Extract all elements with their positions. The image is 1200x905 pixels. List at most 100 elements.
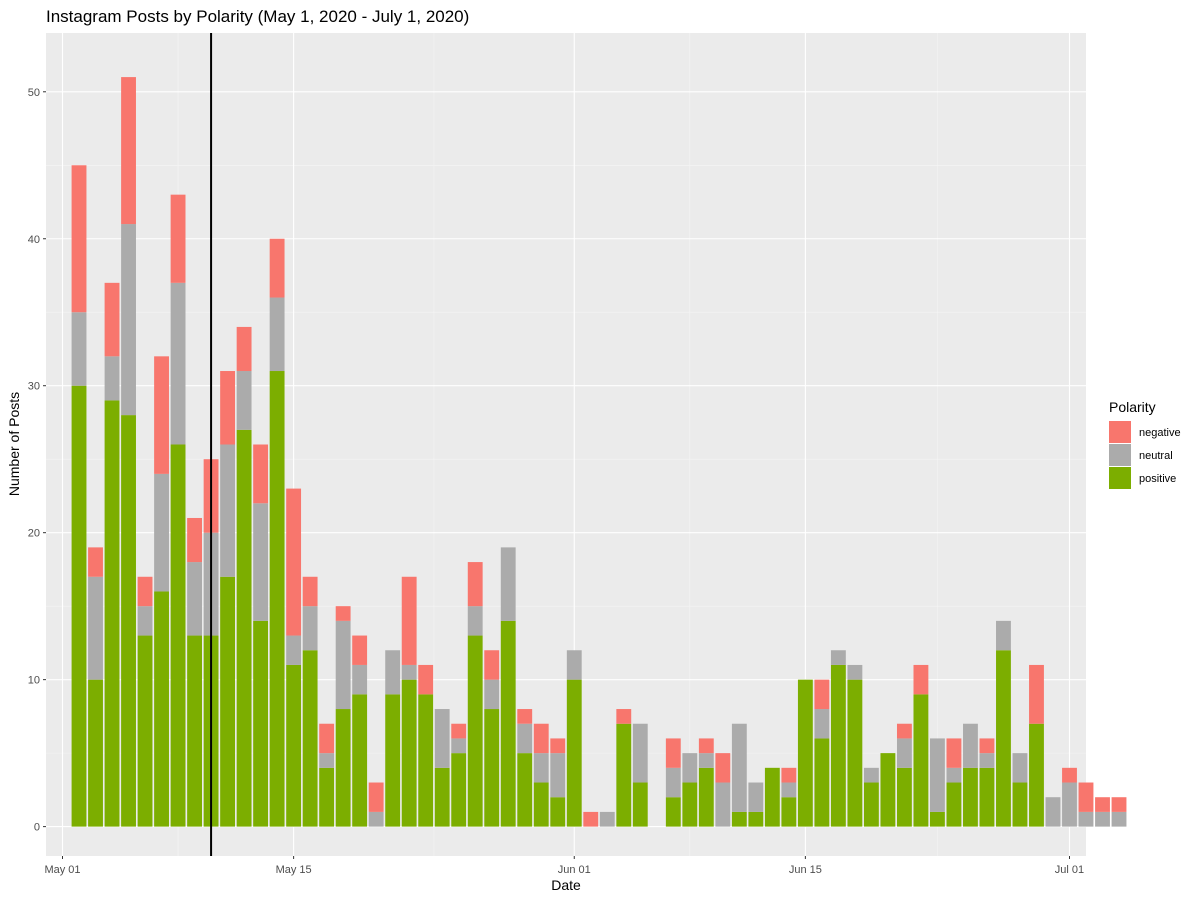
- bar-positive: [863, 782, 879, 827]
- bar-positive: [550, 797, 566, 827]
- bar-positive: [170, 444, 186, 827]
- bar-positive: [418, 694, 434, 827]
- x-tick-label: Jul 01: [1055, 864, 1084, 876]
- bar-neutral: [1078, 811, 1094, 827]
- bar-negative: [154, 356, 169, 474]
- bar-neutral: [220, 444, 236, 577]
- bar-neutral: [451, 738, 467, 754]
- bar-neutral: [698, 753, 714, 768]
- y-axis-title: Number of Posts: [6, 392, 22, 496]
- bar-negative: [913, 664, 929, 695]
- bar-negative: [467, 562, 483, 607]
- bar-positive: [880, 753, 896, 827]
- bar-neutral: [319, 753, 335, 768]
- bar-neutral: [71, 312, 87, 386]
- y-tick-label: 50: [28, 87, 40, 99]
- bar-negative: [1078, 782, 1094, 812]
- bar-neutral: [731, 723, 747, 812]
- bar-positive: [385, 694, 401, 827]
- bar-neutral: [632, 723, 648, 783]
- bar-neutral: [88, 576, 103, 680]
- bar-neutral: [533, 753, 549, 783]
- bar-positive: [302, 650, 318, 827]
- bar-neutral: [137, 606, 153, 636]
- bar-negative: [302, 576, 318, 607]
- bar-negative: [121, 77, 136, 225]
- bar-neutral: [401, 664, 417, 680]
- bar-positive: [814, 738, 830, 827]
- bar-neutral: [385, 650, 401, 695]
- bar-negative: [170, 194, 186, 283]
- bar-neutral: [996, 620, 1011, 651]
- bar-positive: [847, 679, 863, 827]
- bar-neutral: [517, 723, 533, 754]
- bar-positive: [979, 767, 995, 827]
- bar-neutral: [550, 753, 566, 798]
- bar-neutral: [352, 664, 368, 695]
- bar-negative: [269, 238, 285, 298]
- bar-positive: [319, 767, 335, 827]
- bar-neutral: [154, 473, 169, 592]
- bar-negative: [236, 326, 252, 372]
- bar-neutral: [1111, 811, 1127, 827]
- bar-neutral: [979, 753, 995, 768]
- x-tick-label: Jun 01: [558, 864, 591, 876]
- bar-neutral: [236, 371, 252, 430]
- bar-positive: [963, 767, 978, 827]
- bar-negative: [517, 709, 533, 724]
- bar-neutral: [170, 282, 186, 445]
- bar-negative: [335, 606, 351, 621]
- bar-negative: [583, 811, 599, 827]
- bar-neutral: [302, 606, 318, 651]
- x-axis-title: Date: [551, 877, 581, 893]
- bar-neutral: [187, 562, 202, 636]
- bar-neutral: [467, 606, 483, 636]
- bar-negative: [137, 576, 153, 607]
- y-tick-label: 30: [28, 381, 40, 393]
- bar-neutral: [814, 709, 830, 739]
- bar-negative: [946, 738, 962, 768]
- bar-positive: [434, 767, 450, 827]
- bar-negative: [484, 650, 500, 680]
- bar-neutral: [682, 753, 698, 783]
- bar-positive: [1012, 782, 1028, 827]
- bar-positive: [781, 797, 797, 827]
- bar-positive: [335, 709, 351, 827]
- bar-negative: [71, 165, 87, 313]
- bar-negative: [1062, 767, 1077, 783]
- chart-title: Instagram Posts by Polarity (May 1, 2020…: [46, 7, 469, 26]
- bar-neutral: [566, 650, 582, 680]
- bar-negative: [781, 767, 797, 783]
- bar-positive: [104, 400, 120, 827]
- bar-negative: [698, 738, 714, 754]
- bar-neutral: [847, 664, 863, 680]
- bar-negative: [533, 723, 549, 754]
- bar-positive: [913, 694, 929, 827]
- bar-negative: [88, 547, 103, 577]
- bar-positive: [698, 767, 714, 827]
- bar-positive: [896, 767, 912, 827]
- y-tick-label: 20: [28, 528, 40, 540]
- bar-positive: [1029, 723, 1044, 827]
- bar-neutral: [1095, 811, 1110, 827]
- bar-neutral: [269, 297, 285, 372]
- bar-positive: [665, 797, 681, 827]
- plot-panel: [46, 33, 1086, 856]
- bar-negative: [451, 723, 467, 739]
- legend-label-neutral: neutral: [1139, 450, 1173, 462]
- bar-positive: [517, 753, 533, 827]
- bar-positive: [484, 709, 500, 827]
- bar-neutral: [1045, 797, 1061, 827]
- bar-negative: [1095, 797, 1110, 812]
- bar-negative: [319, 723, 335, 754]
- bar-positive: [830, 664, 846, 827]
- bar-negative: [715, 753, 731, 783]
- bar-positive: [566, 679, 582, 827]
- bar-positive: [71, 385, 87, 827]
- bar-negative: [979, 738, 995, 754]
- bar-positive: [137, 635, 153, 827]
- bar-negative: [368, 782, 384, 812]
- bar-positive: [236, 429, 252, 827]
- bar-positive: [946, 782, 962, 827]
- bar-negative: [253, 444, 269, 504]
